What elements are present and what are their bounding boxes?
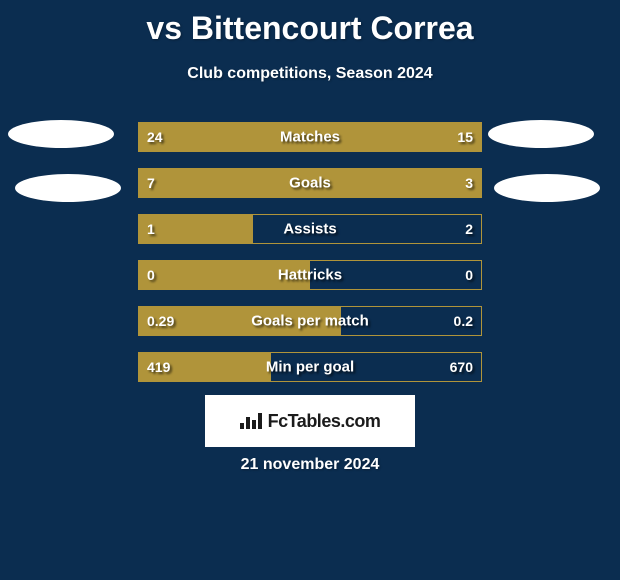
page-title: vs Bittencourt Correa: [0, 0, 620, 47]
stat-label: Matches: [139, 129, 481, 146]
stat-value-right: 0: [465, 267, 473, 283]
stats-chart: 24 Matches 15 7 Goals 3 1 Assists 2 0 Ha…: [138, 122, 482, 398]
avatar-placeholder-right-1: [488, 120, 594, 148]
stat-label: Hattricks: [139, 267, 481, 284]
avatar-placeholder-left-2: [15, 174, 121, 202]
stat-row-goals: 7 Goals 3: [138, 168, 482, 198]
stat-label: Min per goal: [139, 359, 481, 376]
bar-chart-icon: [240, 411, 262, 431]
stat-row-goals-per-match: 0.29 Goals per match 0.2: [138, 306, 482, 336]
source-badge[interactable]: FcTables.com: [205, 395, 415, 447]
stat-row-min-per-goal: 419 Min per goal 670: [138, 352, 482, 382]
footer-date: 21 november 2024: [0, 456, 620, 474]
page-subtitle: Club competitions, Season 2024: [0, 65, 620, 83]
avatar-placeholder-right-2: [494, 174, 600, 202]
stat-label: Assists: [139, 221, 481, 238]
stat-value-right: 3: [465, 175, 473, 191]
avatar-placeholder-left-1: [8, 120, 114, 148]
stat-value-right: 0.2: [454, 313, 473, 329]
stat-value-right: 2: [465, 221, 473, 237]
stat-value-right: 670: [450, 359, 473, 375]
source-badge-text: FcTables.com: [268, 411, 381, 432]
stat-label: Goals: [139, 175, 481, 192]
stat-label: Goals per match: [139, 313, 481, 330]
stat-row-hattricks: 0 Hattricks 0: [138, 260, 482, 290]
stat-value-right: 15: [457, 129, 473, 145]
stat-row-assists: 1 Assists 2: [138, 214, 482, 244]
stat-row-matches: 24 Matches 15: [138, 122, 482, 152]
